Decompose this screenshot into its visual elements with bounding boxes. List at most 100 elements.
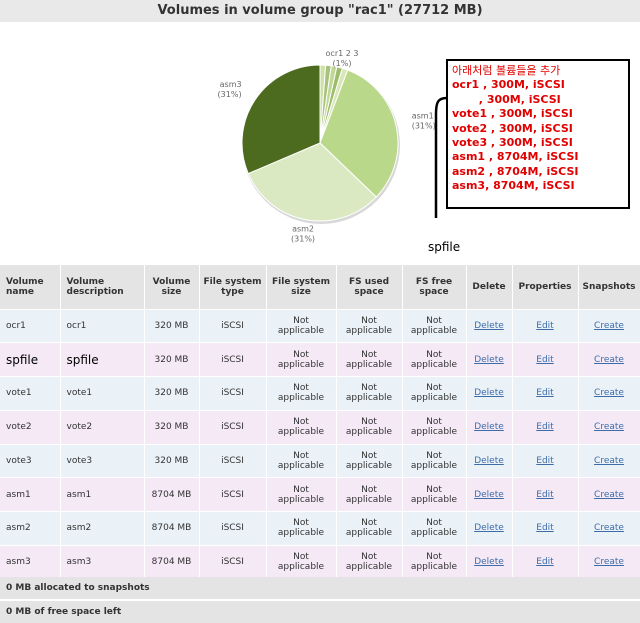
volume-pie-chart: asm1 (31%) asm2 (31%) asm3 (31%) ocr1 2 3 (1%) … (0, 22, 640, 265)
cell-volume-size: 8704 MB (144, 511, 200, 546)
delete-link[interactable]: Delete (474, 523, 504, 534)
header-fs-size: File system size (266, 265, 337, 309)
annotation-line: asm1 , 8704M, iSCSI (452, 150, 579, 164)
cell-fs-type: iSCSI (199, 342, 267, 377)
delete-link[interactable]: Delete (474, 489, 504, 500)
cell-volume-name: vote3 (0, 443, 61, 478)
annotation-line: asm2 , 8704M, iSCSI (452, 164, 579, 178)
edit-link[interactable]: Edit (536, 523, 554, 534)
annotation-line: 아래처럼 볼륨들을 추가 (452, 64, 561, 77)
create-snapshot-link[interactable]: Create (594, 320, 624, 331)
cell-volume-description: ocr1 (60, 308, 145, 343)
create-snapshot-link[interactable]: Create (594, 354, 624, 365)
cell-volume-description: vote1 (60, 376, 145, 411)
cell-fs-used: Not applicable (336, 544, 403, 579)
delete-link[interactable]: Delete (474, 388, 504, 399)
cell-volume-name: spfile (0, 342, 61, 377)
table-row: vote1 vote1 320 MB iSCSI Not applicable … (0, 376, 640, 411)
table-row: spfile spfile 320 MB iSCSI Not applicabl… (0, 342, 640, 377)
cell-fs-size: Not applicable (266, 511, 337, 546)
cell-fs-used: Not applicable (336, 342, 403, 377)
pie-pct-small-slices: (1%) (333, 59, 352, 68)
cell-volume-name: asm3 (0, 544, 61, 579)
cell-fs-used: Not applicable (336, 477, 403, 512)
delete-link[interactable]: Delete (474, 354, 504, 365)
cell-fs-type: iSCSI (199, 544, 267, 579)
delete-link[interactable]: Delete (474, 557, 504, 568)
header-snapshots: Snapshots (578, 265, 640, 309)
delete-link[interactable]: Delete (474, 455, 504, 466)
edit-link[interactable]: Edit (536, 320, 554, 331)
cell-volume-size: 320 MB (144, 409, 200, 444)
cell-volume-description: asm3 (60, 544, 145, 579)
edit-link[interactable]: Edit (536, 354, 554, 365)
cell-fs-free: Not applicable (402, 342, 467, 377)
edit-link[interactable]: Edit (536, 557, 554, 568)
cell-volume-name: ocr1 (0, 308, 61, 343)
cell-volume-description: vote3 (60, 443, 145, 478)
cell-fs-free: Not applicable (402, 376, 467, 411)
create-snapshot-link[interactable]: Create (594, 455, 624, 466)
cell-fs-used: Not applicable (336, 308, 403, 343)
edit-link[interactable]: Edit (536, 388, 554, 399)
cell-fs-free: Not applicable (402, 477, 467, 512)
cell-fs-size: Not applicable (266, 376, 337, 411)
header-volume-size: Volume size (144, 265, 200, 309)
edit-link[interactable]: Edit (536, 489, 554, 500)
cell-fs-free: Not applicable (402, 443, 467, 478)
header-properties: Properties (512, 265, 579, 309)
edit-link[interactable]: Edit (536, 455, 554, 466)
cell-fs-used: Not applicable (336, 511, 403, 546)
cell-fs-size: Not applicable (266, 544, 337, 579)
pie-label-asm2: asm2 (292, 224, 314, 233)
create-snapshot-link[interactable]: Create (594, 422, 624, 433)
cell-fs-used: Not applicable (336, 409, 403, 444)
cell-volume-name: vote2 (0, 409, 61, 444)
cell-fs-used: Not applicable (336, 443, 403, 478)
pie-slice-asm2 (247, 142, 377, 222)
annotation-line: vote2 , 300M, iSCSI (452, 121, 573, 135)
cell-volume-size: 320 MB (144, 342, 200, 377)
create-snapshot-link[interactable]: Create (594, 523, 624, 534)
cell-fs-size: Not applicable (266, 409, 337, 444)
cell-fs-size: Not applicable (266, 443, 337, 478)
annotation-lines: 아래처럼 볼륨들을 추가 ocr1 , 300M, iSCSI , 300M, i… (452, 64, 624, 194)
spfile-handwritten-note: spfile (428, 240, 461, 254)
create-snapshot-link[interactable]: Create (594, 489, 624, 500)
header-fs-free: FS free space (402, 265, 467, 309)
cell-volume-size: 8704 MB (144, 477, 200, 512)
edit-link[interactable]: Edit (536, 422, 554, 433)
table-row: asm3 asm3 8704 MB iSCSI Not applicable N… (0, 544, 640, 579)
cell-fs-free: Not applicable (402, 409, 467, 444)
cell-volume-name: asm2 (0, 511, 61, 546)
header-fs-used: FS used space (336, 265, 403, 309)
annotation-line: vote3 , 300M, iSCSI (452, 136, 573, 150)
table-row: vote3 vote3 320 MB iSCSI Not applicable … (0, 443, 640, 478)
free-space-text: 0 MB of free space left (0, 601, 640, 623)
annotation-line: vote1 , 300M, iSCSI (452, 107, 573, 121)
cell-fs-type: iSCSI (199, 376, 267, 411)
header-volume-name: Volume name (0, 265, 61, 309)
cell-fs-used: Not applicable (336, 376, 403, 411)
cell-fs-type: iSCSI (199, 409, 267, 444)
delete-link[interactable]: Delete (474, 422, 504, 433)
delete-link[interactable]: Delete (474, 320, 504, 331)
cell-fs-type: iSCSI (199, 308, 267, 343)
cell-volume-size: 320 MB (144, 443, 200, 478)
cell-volume-name: vote1 (0, 376, 61, 411)
table-row: asm1 asm1 8704 MB iSCSI Not applicable N… (0, 477, 640, 512)
snapshots-allocated-text: 0 MB allocated to snapshots (0, 577, 640, 599)
annotation-box: 아래처럼 볼륨들을 추가 ocr1 , 300M, iSCSI , 300M, i… (446, 59, 630, 209)
create-snapshot-link[interactable]: Create (594, 388, 624, 399)
pie-label-asm1: asm1 (412, 111, 434, 120)
pie-label-asm3: asm3 (220, 80, 242, 89)
cell-fs-size: Not applicable (266, 477, 337, 512)
cell-fs-type: iSCSI (199, 511, 267, 546)
table-row: ocr1 ocr1 320 MB iSCSI Not applicable No… (0, 308, 640, 343)
pie-label-small-slices: ocr1 2 3 (326, 49, 359, 58)
create-snapshot-link[interactable]: Create (594, 557, 624, 568)
annotation-line: asm3, 8704M, iSCSI (452, 179, 575, 193)
cell-volume-description: asm1 (60, 477, 145, 512)
cell-fs-size: Not applicable (266, 308, 337, 343)
cell-volume-description: vote2 (60, 409, 145, 444)
